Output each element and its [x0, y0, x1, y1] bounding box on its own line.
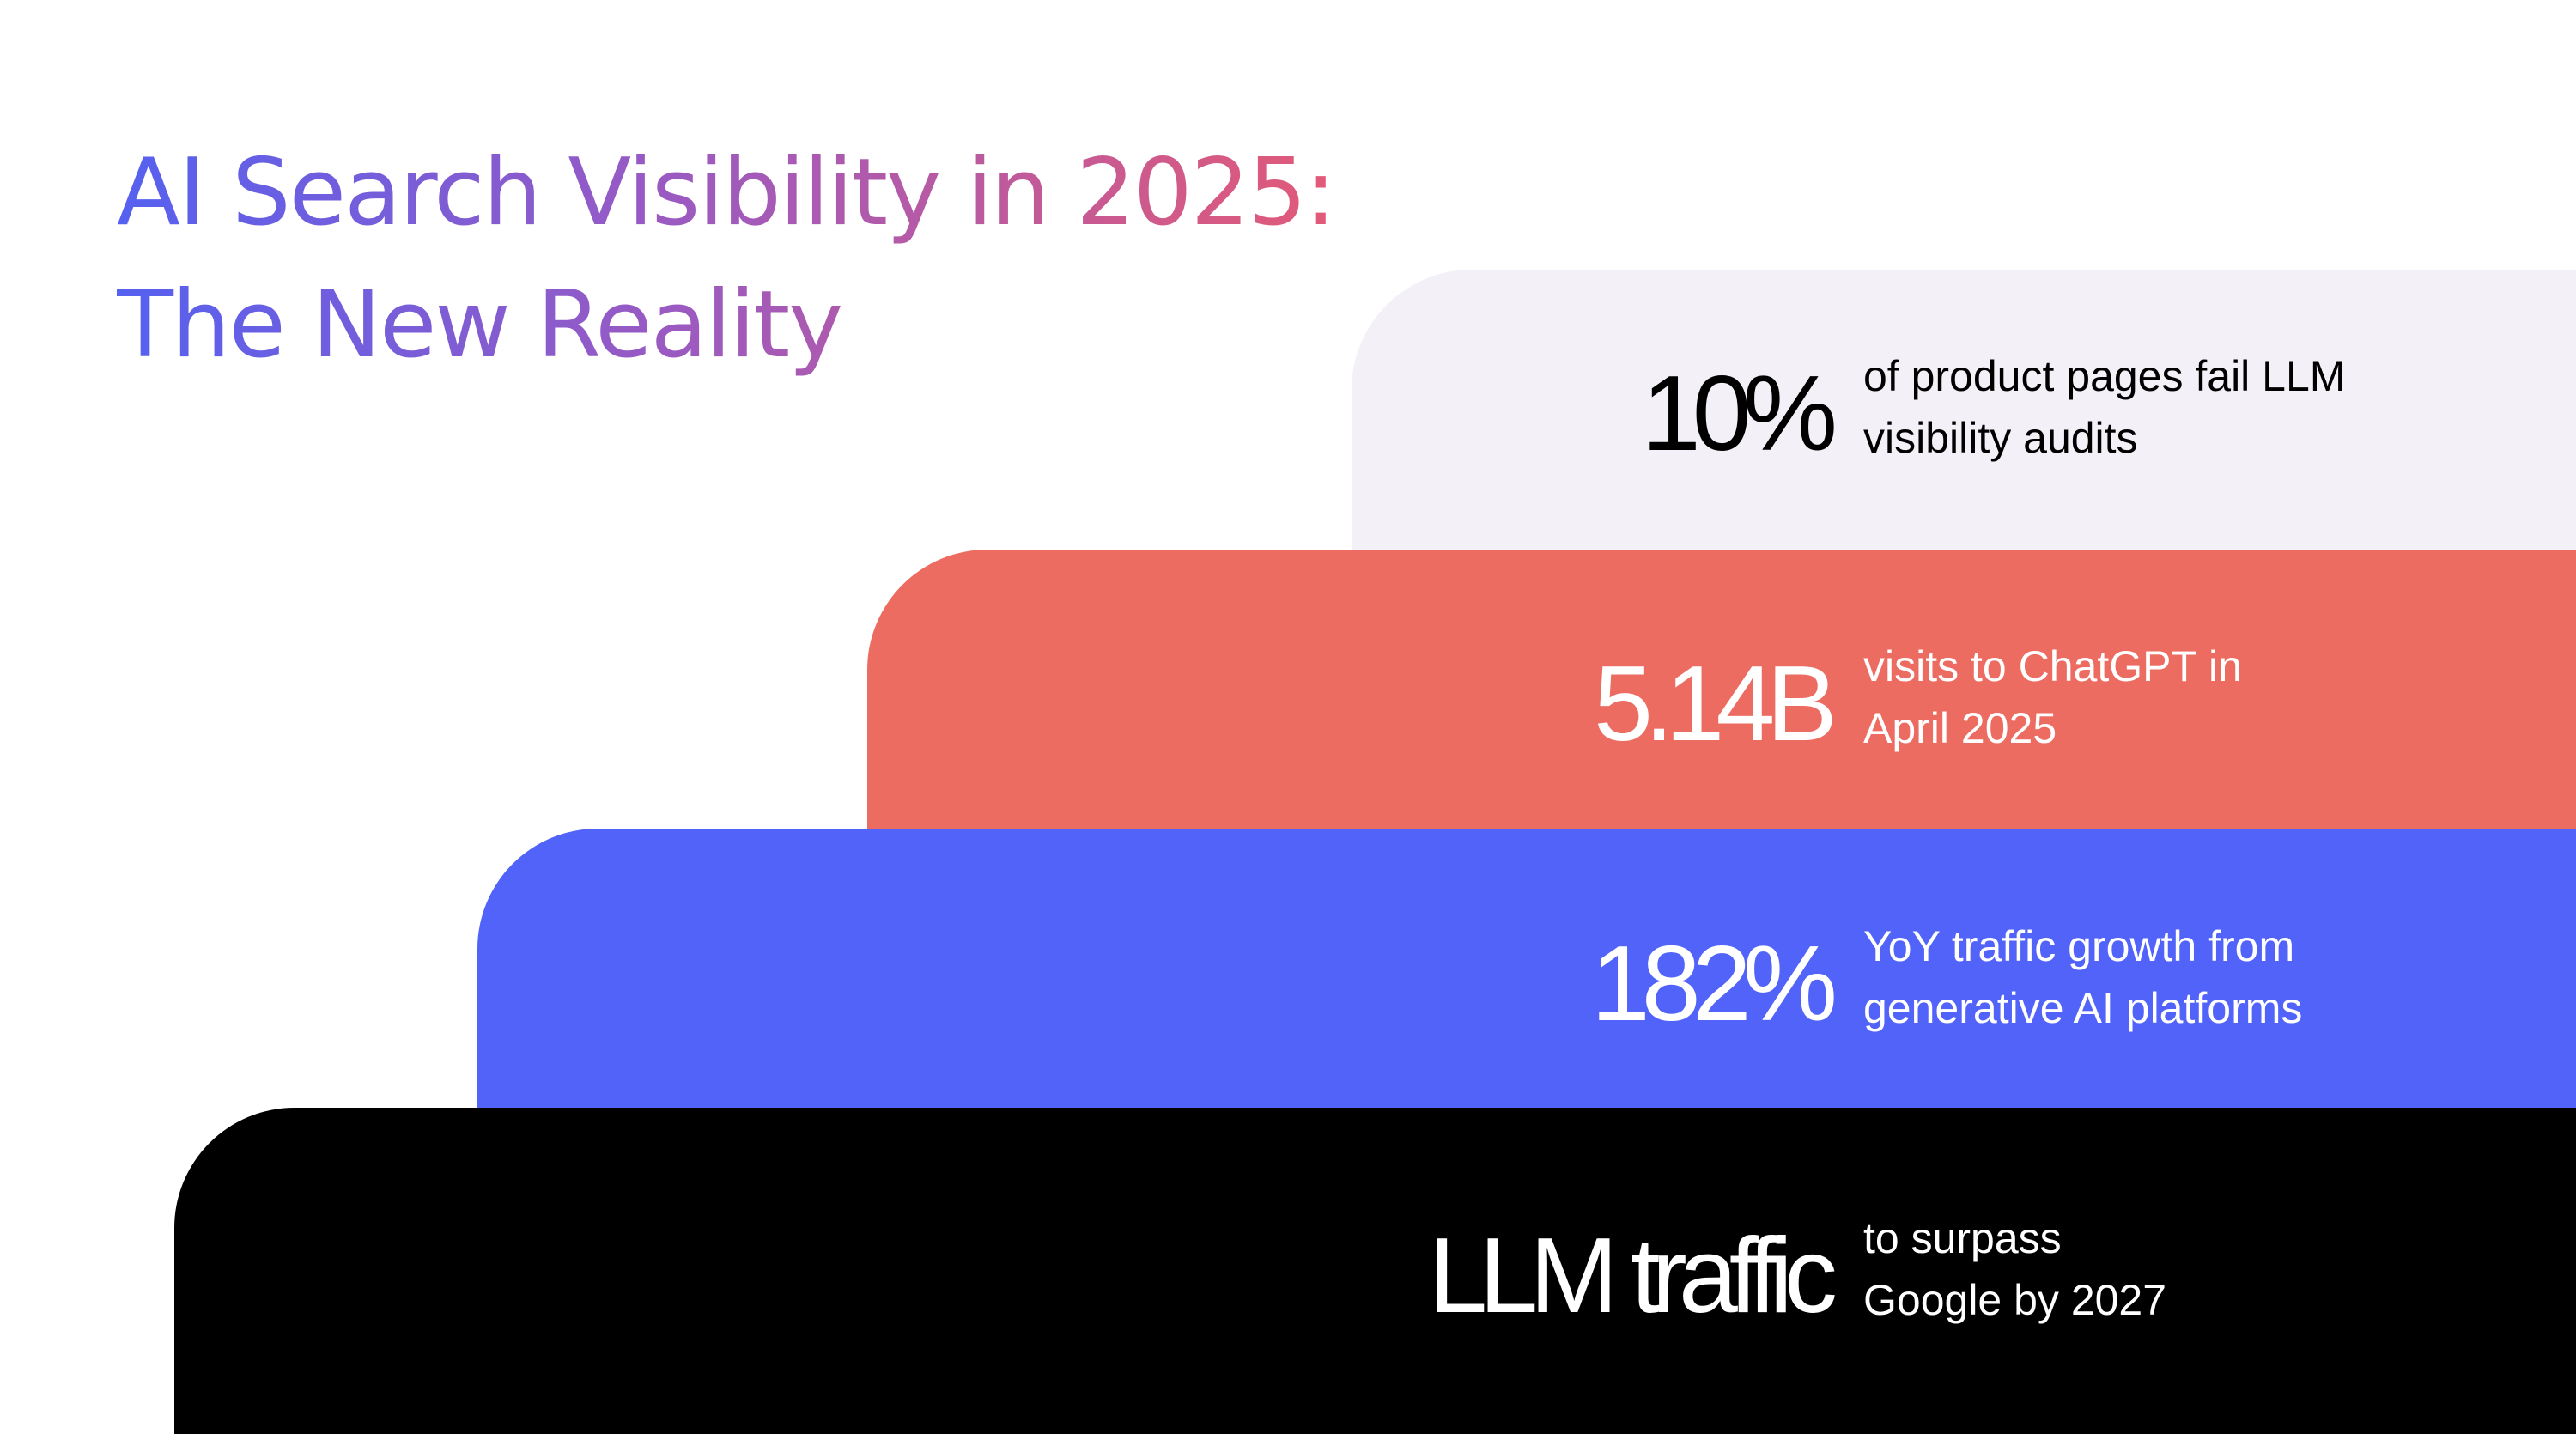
stat-description-line-2: generative AI platforms [1863, 984, 2303, 1032]
stat-row-yoy-growth: 182% YoY traffic growth from generative … [0, 915, 2576, 1053]
stat-description-line-1: of product pages fail LLM [1863, 352, 2346, 400]
stat-value: 182% [1590, 925, 1838, 1043]
stat-description: to surpass Google by 2027 [1863, 1207, 2464, 1331]
stat-description: YoY traffic growth from generative AI pl… [1863, 915, 2464, 1039]
stat-description-line-1: YoY traffic growth from [1863, 922, 2295, 970]
stat-description-line-2: visibility audits [1863, 414, 2138, 462]
page-title-line-1: AI Search Visibility in 2025: [117, 139, 1335, 246]
stat-row-chatgpt-visits: 5.14B visits to ChatGPT in April 2025 [0, 635, 2576, 773]
stat-row-product-pages: 10% of product pages fail LLM visibility… [0, 345, 2576, 483]
stat-step-4-background [174, 1108, 2576, 1434]
stat-value: 5.14B [1593, 645, 1838, 763]
stat-description: visits to ChatGPT in April 2025 [1863, 635, 2464, 759]
stat-description-line-2: April 2025 [1863, 704, 2057, 752]
stat-description-line-1: visits to ChatGPT in [1863, 642, 2242, 690]
stat-description-line-2: Google by 2027 [1863, 1276, 2167, 1324]
stat-description-line-1: to surpass [1863, 1214, 2062, 1262]
stat-row-llm-traffic: LLM traffic to surpass Google by 2027 [0, 1207, 2576, 1345]
stat-value: LLM traffic [1428, 1217, 1838, 1335]
stat-description: of product pages fail LLM visibility aud… [1863, 345, 2464, 469]
stat-value: 10% [1641, 355, 1838, 473]
